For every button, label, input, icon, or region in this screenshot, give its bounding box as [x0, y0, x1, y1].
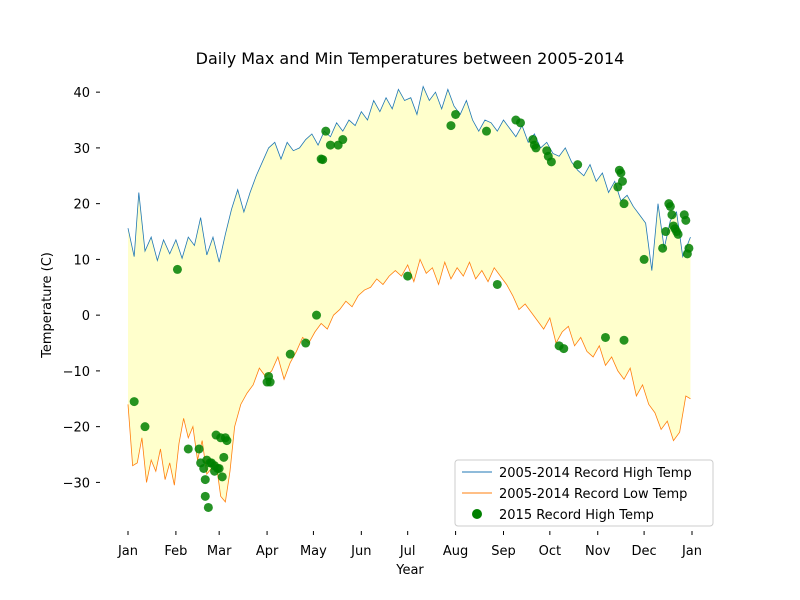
record-point: [665, 201, 675, 211]
record-point: [673, 229, 683, 239]
record-point: [338, 135, 348, 145]
record-point: [206, 458, 216, 468]
legend: 2005-2014 Record High Temp 2005-2014 Rec…: [454, 459, 714, 527]
legend-label-low: 2005-2014 Record Low Temp: [499, 487, 687, 502]
y-tick-label: −30: [63, 476, 90, 491]
record-point: [325, 140, 335, 150]
record-point: [619, 199, 629, 209]
y-tick-label: −10: [63, 365, 90, 380]
record-point: [129, 397, 139, 407]
y-tick-label: 0: [82, 309, 90, 324]
record-point: [183, 444, 193, 454]
record-point: [667, 210, 677, 220]
x-tick-label: Jan: [681, 544, 702, 559]
record-point: [617, 176, 627, 186]
record-point: [403, 271, 413, 281]
chart-title: Daily Max and Min Temperatures between 2…: [196, 49, 625, 68]
record-point: [684, 243, 694, 253]
record-point: [312, 310, 322, 320]
record-point: [265, 377, 275, 387]
y-tick-label: 20: [73, 198, 90, 213]
record-point: [481, 126, 491, 136]
scatter-points: [129, 109, 694, 512]
y-axis-label: Temperature (C): [40, 252, 55, 359]
x-tick-label: Sep: [491, 544, 516, 559]
y-tick-label: −20: [63, 421, 90, 436]
x-tick-label: Mar: [207, 544, 232, 559]
x-axis-label: Year: [395, 563, 424, 578]
x-tick-label: Feb: [164, 544, 187, 559]
record-point: [194, 444, 204, 454]
record-point: [285, 349, 295, 359]
record-point: [451, 109, 461, 119]
y-tick-label: 30: [73, 142, 90, 157]
record-point: [219, 452, 229, 462]
x-tick-label: Aug: [443, 544, 468, 559]
plot-area: [127, 85, 694, 512]
legend-label-record: 2015 Record High Temp: [499, 508, 654, 523]
record-point: [301, 338, 311, 348]
record-point: [222, 436, 232, 446]
record-point: [200, 475, 210, 485]
y-axis: −30 −20 −10 0 10 20 30 40: [63, 86, 100, 491]
x-tick-label: May: [300, 544, 327, 559]
x-tick-label: Dec: [632, 544, 657, 559]
y-tick-label: 10: [73, 253, 90, 268]
record-point: [217, 472, 227, 482]
x-tick-label: Nov: [585, 544, 611, 559]
y-tick-label: 40: [73, 86, 90, 101]
record-point: [616, 168, 626, 178]
x-tick-label: Oct: [539, 544, 561, 559]
record-point: [658, 243, 668, 253]
record-point: [446, 121, 456, 131]
x-axis: Jan Feb Mar Apr May Jun Jul Aug Sep Oct Nov Dec Jan: [117, 531, 702, 559]
record-point: [559, 344, 569, 354]
record-point: [140, 422, 150, 432]
record-point: [573, 160, 583, 170]
record-point: [531, 143, 541, 153]
record-point: [210, 466, 220, 476]
x-tick-label: Jun: [350, 544, 371, 559]
legend-label-high: 2005-2014 Record High Temp: [499, 466, 692, 481]
record-point: [492, 279, 502, 289]
record-point: [515, 118, 525, 128]
record-point: [681, 215, 691, 225]
record-point: [600, 332, 610, 342]
legend-box: [454, 459, 714, 527]
x-tick-label: Jul: [399, 544, 416, 559]
fill-between-band: [128, 86, 691, 502]
record-point: [639, 254, 649, 264]
record-high-line: [127, 85, 691, 271]
record-point: [321, 126, 331, 136]
record-point: [316, 154, 326, 164]
x-tick-label: Apr: [256, 544, 279, 559]
record-point: [619, 335, 629, 345]
record-low-line: [127, 258, 691, 503]
record-point: [172, 264, 182, 274]
record-point: [200, 491, 210, 501]
record-point: [203, 502, 213, 512]
record-point: [661, 227, 671, 237]
x-tick-label: Jan: [117, 544, 138, 559]
record-point: [546, 157, 556, 167]
legend-swatch-record: [472, 509, 482, 519]
